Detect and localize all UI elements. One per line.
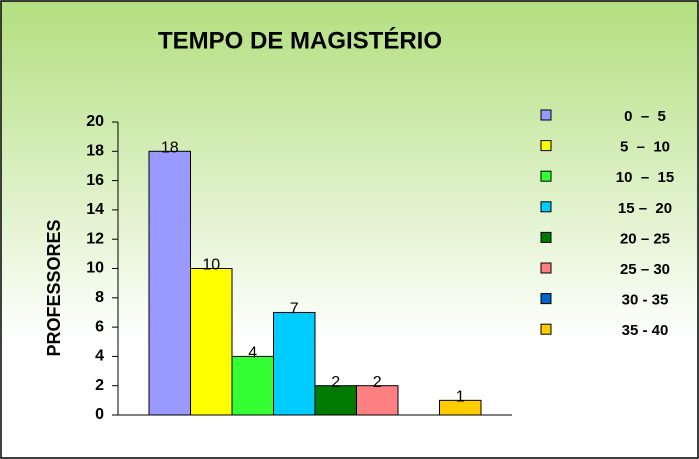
legend-label: 35 - 40	[622, 322, 669, 339]
chart-title: TEMPO DE MAGISTÉRIO	[158, 26, 442, 54]
data-label: 10	[202, 257, 220, 274]
bar	[356, 385, 399, 416]
y-tick-label: 2	[95, 377, 104, 394]
y-tick-label: 0	[95, 406, 104, 423]
legend-swatch	[540, 170, 552, 182]
bar	[148, 150, 191, 416]
bar	[273, 311, 316, 416]
data-label: 2	[331, 374, 340, 391]
y-tick-label: 8	[95, 289, 104, 306]
bar	[439, 399, 482, 416]
legend-swatch	[540, 262, 552, 274]
legend-label: 5 – 10	[620, 139, 670, 156]
y-tick-label: 6	[95, 318, 104, 335]
legend-swatch	[540, 323, 552, 335]
y-tick-label: 20	[86, 113, 104, 130]
legend-label: 25 – 30	[620, 261, 670, 278]
legend-label: 15 – 20	[618, 200, 672, 217]
data-label: 4	[248, 345, 257, 362]
y-tick-label: 18	[86, 143, 104, 160]
legend-swatch	[540, 109, 552, 121]
data-label: 7	[290, 301, 299, 318]
y-tick-label: 14	[86, 201, 104, 218]
data-label: 18	[161, 140, 179, 157]
bar	[190, 268, 233, 416]
legend-label: 30 - 35	[622, 292, 669, 309]
y-tick-label: 16	[86, 172, 104, 189]
data-label: 2	[373, 374, 382, 391]
bar	[231, 355, 274, 416]
legend-swatch	[540, 293, 552, 305]
legend-label: 10 – 15	[616, 169, 674, 186]
bar	[314, 385, 357, 416]
y-tick-label: 4	[95, 348, 104, 365]
y-axis-label: PROFESSORES	[44, 219, 64, 356]
legend-swatch	[540, 201, 552, 213]
legend-label: 0 – 5	[624, 108, 666, 125]
legend-swatch	[540, 231, 552, 243]
y-tick-label: 10	[86, 260, 104, 277]
legend-label: 20 – 25	[620, 230, 670, 247]
data-label: 1	[456, 389, 465, 406]
legend-swatch	[540, 140, 552, 152]
y-tick-label: 12	[86, 230, 104, 247]
